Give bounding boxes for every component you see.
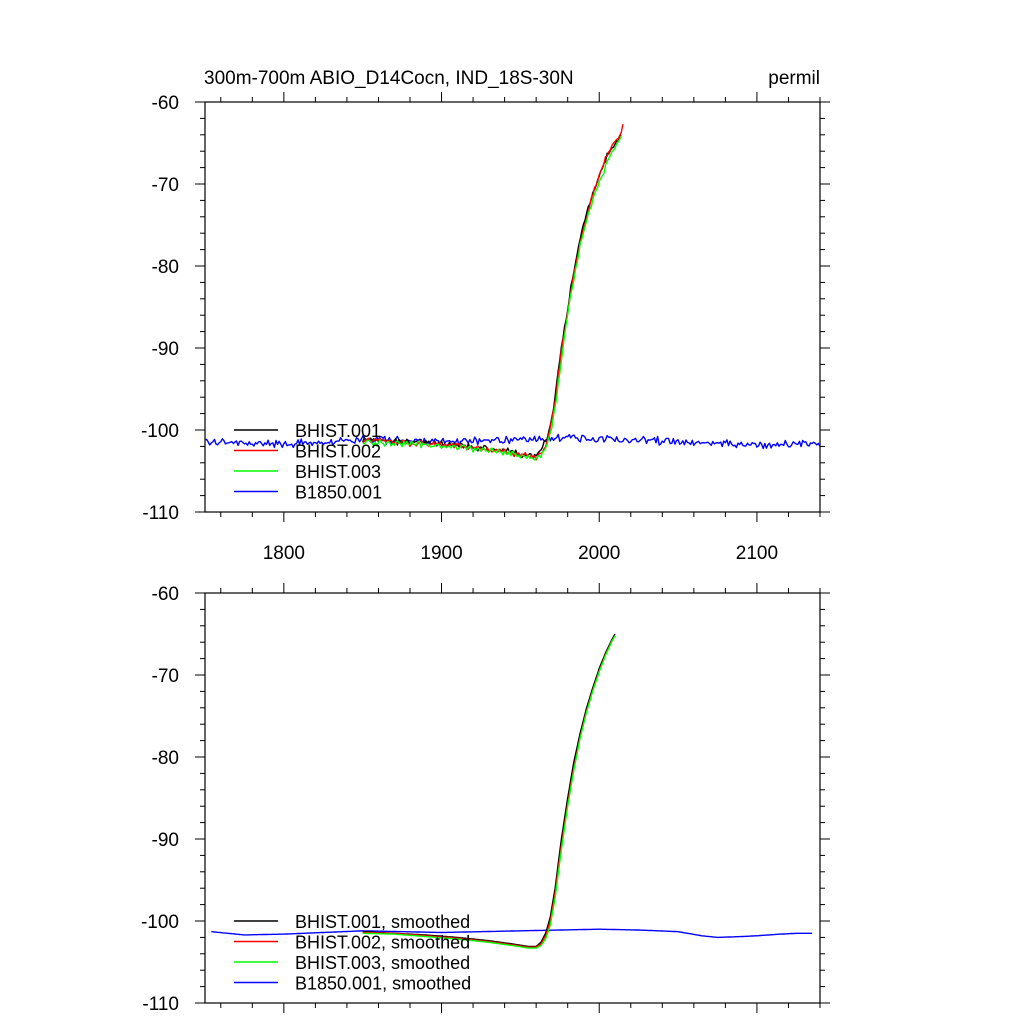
y-tick-label: -60 [152, 584, 179, 605]
series-line-bhist-001 [362, 134, 622, 460]
x-tick-label: 2000 [578, 543, 620, 564]
legend-label: BHIST.003, smoothed [295, 953, 470, 973]
series-line-b1850-001 [205, 433, 820, 450]
plot-frame [204, 592, 821, 1004]
legend-label: B1850.001, smoothed [295, 974, 471, 994]
y-tick-label: -80 [152, 748, 179, 769]
series-line-bhist-002-smoothed [362, 635, 616, 948]
legend-label: BHIST.002 [295, 442, 381, 462]
series-line-bhist-001-smoothed [362, 633, 616, 948]
series-line-bhist-003-smoothed [362, 635, 616, 949]
y-tick-label: -90 [152, 830, 179, 851]
legend-label: B1850.001 [295, 483, 382, 503]
y-tick-label: -110 [142, 994, 179, 1015]
series-line-bhist-003 [362, 136, 622, 461]
top-panel: -60 -70 -80 -90 -100 -110 1800 1900 2000 2100 BHIS… [141, 92, 830, 564]
x-tick-label: 1800 [263, 543, 305, 564]
series-line-bhist-002 [362, 123, 624, 461]
y-tick-label: -70 [152, 666, 179, 687]
legend-label: BHIST.001, smoothed [295, 912, 470, 932]
series-line-b1850-001-smoothed [211, 928, 813, 939]
y-tick-label: -90 [152, 339, 179, 360]
chart-title: 300m-700m ABIO_D14Cocn, IND_18S-30N [204, 68, 574, 89]
x-tick-label: 2100 [736, 543, 778, 564]
series-group [211, 633, 813, 949]
legend-label: BHIST.002, smoothed [295, 933, 470, 953]
y-tick-label: -100 [141, 912, 179, 933]
y-tick-label: -110 [142, 503, 179, 524]
x-tick-label: 1900 [420, 543, 462, 564]
series-group [205, 123, 820, 461]
y-tick-label: -100 [141, 421, 179, 442]
legend-label: BHIST.003 [295, 462, 381, 482]
y-tick-label: -80 [152, 257, 179, 278]
y-tick-label: -70 [152, 175, 179, 196]
legend-label: BHIST.001 [295, 421, 381, 441]
units-label: permil [768, 68, 820, 89]
y-tick-label: -60 [152, 93, 179, 114]
plot-frame [204, 101, 821, 513]
